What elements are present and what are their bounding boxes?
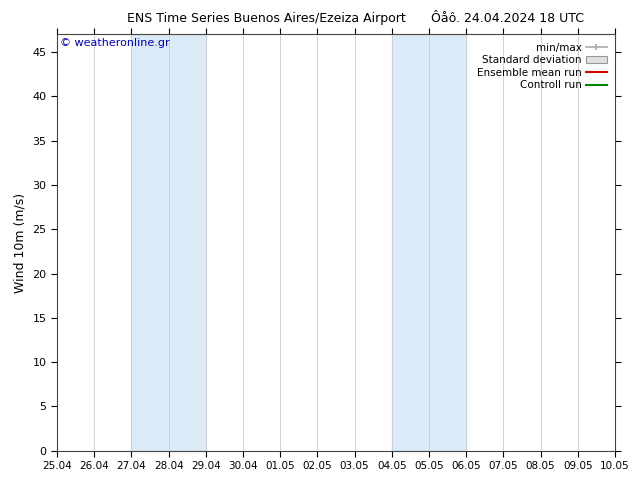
Legend: min/max, Standard deviation, Ensemble mean run, Controll run: min/max, Standard deviation, Ensemble me…	[474, 40, 610, 94]
Text: Ôåô. 24.04.2024 18 UTC: Ôåô. 24.04.2024 18 UTC	[430, 12, 584, 25]
Bar	[131, 34, 206, 451]
Text: ENS Time Series Buenos Aires/Ezeiza Airport: ENS Time Series Buenos Aires/Ezeiza Airp…	[127, 12, 406, 25]
Text: © weatheronline.gr: © weatheronline.gr	[60, 38, 169, 49]
Y-axis label: Wind 10m (m/s): Wind 10m (m/s)	[14, 193, 27, 293]
Bar	[392, 34, 466, 451]
